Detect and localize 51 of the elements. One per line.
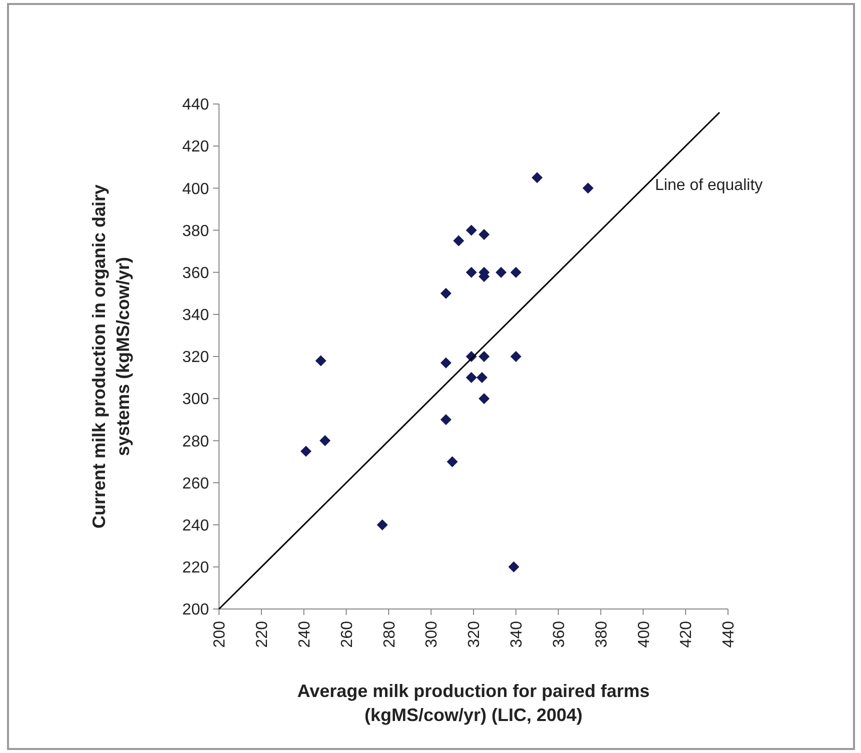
x-tick-label: 400 [636, 620, 653, 648]
y-tick-label: 240 [182, 517, 210, 534]
point [496, 266, 507, 278]
point [446, 456, 458, 468]
y-tick-label: 420 [182, 138, 210, 156]
point [440, 414, 452, 426]
y-tick-label: 280 [182, 433, 210, 450]
point [466, 266, 477, 278]
point [466, 372, 477, 384]
y-tick-label: 440 [182, 96, 210, 114]
point [532, 172, 543, 184]
y-tick-label: 360 [182, 264, 210, 282]
x-tick-label: 360 [550, 620, 568, 648]
y-tick-label: 260 [182, 475, 210, 492]
point [453, 235, 464, 246]
point [300, 446, 312, 457]
point [478, 393, 490, 404]
x-tick-label: 280 [381, 620, 398, 648]
x-tick-label: 200 [212, 620, 229, 648]
x-tick-label: 340 [508, 620, 526, 648]
y-tick-label: 220 [182, 560, 210, 577]
y-tick-label: 340 [182, 307, 210, 324]
x-tick-label: 300 [424, 620, 441, 648]
x-tick-label: 440 [720, 620, 738, 648]
y-tick-label: 320 [182, 349, 210, 366]
x-tick-label: 320 [466, 620, 484, 648]
point [510, 266, 522, 278]
point [440, 357, 452, 368]
point [582, 182, 594, 194]
y-tick-label: 400 [182, 180, 210, 198]
point [510, 351, 522, 362]
point [466, 224, 477, 236]
annotation: Line of equality [655, 177, 763, 194]
point [315, 355, 326, 366]
point [440, 288, 452, 299]
y-tick-label: 300 [182, 391, 210, 408]
x-tick-label: 420 [678, 620, 696, 648]
x-tick-label: 260 [338, 620, 356, 648]
y-tick-label: 200 [182, 602, 210, 619]
point [476, 372, 488, 384]
point [478, 228, 490, 240]
point [376, 519, 388, 530]
y-tick-label: 380 [182, 222, 210, 240]
x-tick-label: 240 [296, 620, 314, 648]
point [508, 561, 520, 572]
x-axis-title: Average milk production for paired farms (kgMS/cow/yr) (LIC, 2004) [297, 681, 650, 725]
y-axis-title: Current milk production in organic dairy systems (kgMS/cow/yr) [89, 184, 133, 529]
point [320, 435, 331, 446]
point [478, 351, 490, 362]
x-tick-label: 380 [593, 620, 610, 648]
x-tick-label: 220 [254, 620, 272, 648]
